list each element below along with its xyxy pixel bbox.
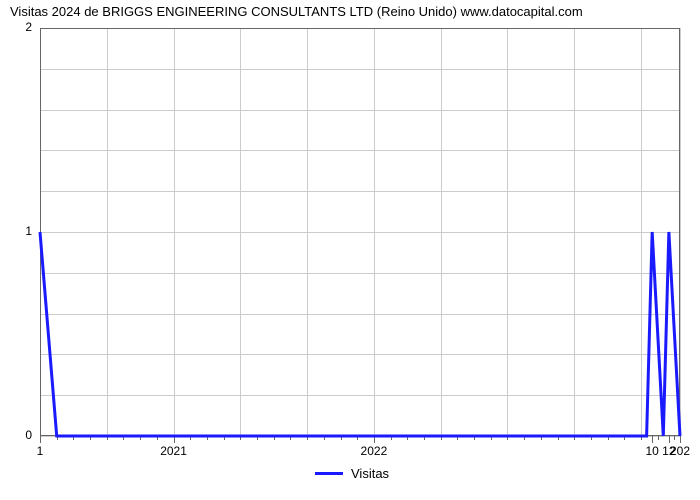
x-major-tick <box>40 436 41 443</box>
x-tick-label: 2022 <box>349 444 399 458</box>
chart-title: Visitas 2024 de BRIGGS ENGINEERING CONSU… <box>10 4 583 19</box>
x-minor-tick <box>658 436 659 440</box>
y-tick-label: 1 <box>0 224 32 238</box>
x-tick-label: 202 <box>655 444 700 458</box>
y-tick-label: 0 <box>0 428 32 442</box>
x-major-tick <box>669 436 670 443</box>
legend-label: Visitas <box>351 466 389 481</box>
legend-swatch <box>315 472 343 475</box>
y-tick-label: 2 <box>0 20 32 34</box>
legend: Visitas <box>315 466 389 481</box>
grid-v <box>680 28 681 436</box>
x-tick-label: 2021 <box>149 444 199 458</box>
x-major-tick <box>680 436 681 443</box>
x-major-tick <box>652 436 653 443</box>
x-tick-label: 1 <box>15 444 65 458</box>
x-minor-tick <box>674 436 675 440</box>
series-line <box>40 28 680 436</box>
